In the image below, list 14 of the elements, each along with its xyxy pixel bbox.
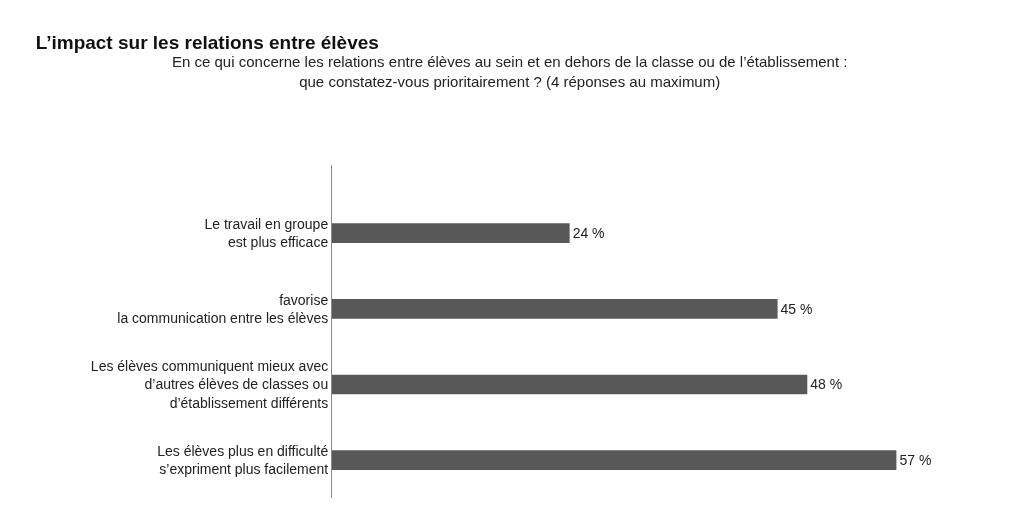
bar — [332, 374, 808, 395]
chart-title: L’impact sur les relations entre élèves — [35, 31, 379, 53]
chart-subtitle: En ce qui concerne les relations entre élèves au sein et en dehors de la classe ou de l’établissement : que constatez-vous prioritairement ? (4 réponses au maximum) — [172, 53, 848, 90]
data-label: 24 % — [572, 225, 605, 242]
bar — [332, 298, 778, 319]
bar — [332, 450, 897, 470]
y-tick-label: favorise la communication entre les élèves — [117, 291, 329, 326]
data-label: 45 % — [780, 300, 813, 317]
bar — [332, 223, 570, 243]
data-label: 57 % — [899, 452, 932, 469]
data-label: 48 % — [810, 376, 843, 393]
y-tick-label: Les élèves plus en difficulté s’expriment plus facilement — [157, 442, 329, 478]
y-tick-label: Le travail en groupe est plus efficace — [204, 215, 329, 251]
y-tick-label: Les élèves communiquent mieux avec d’autres élèves de classes ou d’établissement différents — [90, 358, 329, 411]
